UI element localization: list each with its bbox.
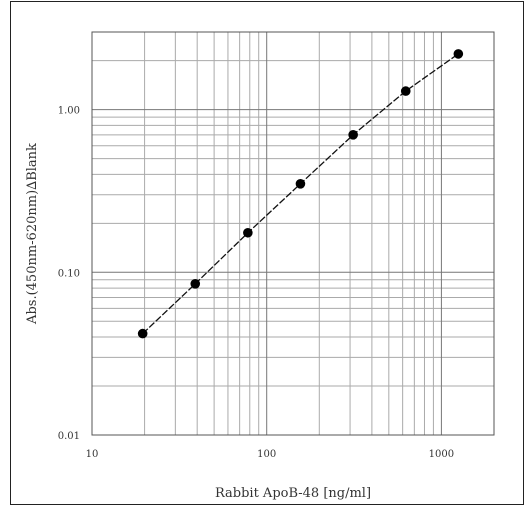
data-points [137, 49, 464, 339]
data-point [295, 178, 306, 189]
plot-area-border [91, 31, 495, 436]
y-tick-label: 1.00 [58, 106, 80, 117]
data-point [243, 227, 253, 238]
y-tick-label: 0.10 [58, 268, 80, 279]
y-tick-labels: 0.01 0.10 1.00 [58, 106, 80, 442]
y-tick-label: 0.01 [58, 431, 80, 442]
x-tick-label: 1000 [429, 449, 454, 460]
x-axis-label: Rabbit ApoB-48 [ng/ml] [215, 486, 371, 501]
data-point [348, 130, 358, 140]
x-tick-labels: 10 100 1000 [86, 449, 455, 460]
data-point [190, 278, 201, 289]
x-tick-label: 10 [86, 449, 99, 460]
minor-gridlines [92, 31, 495, 435]
data-point [453, 49, 464, 59]
data-point [137, 328, 148, 339]
fit-curve [142, 53, 459, 335]
data-point [400, 86, 411, 96]
x-tick-label: 100 [257, 449, 276, 460]
y-axis-label: Abs.(450nm-620nm)∆Blank [25, 143, 40, 325]
